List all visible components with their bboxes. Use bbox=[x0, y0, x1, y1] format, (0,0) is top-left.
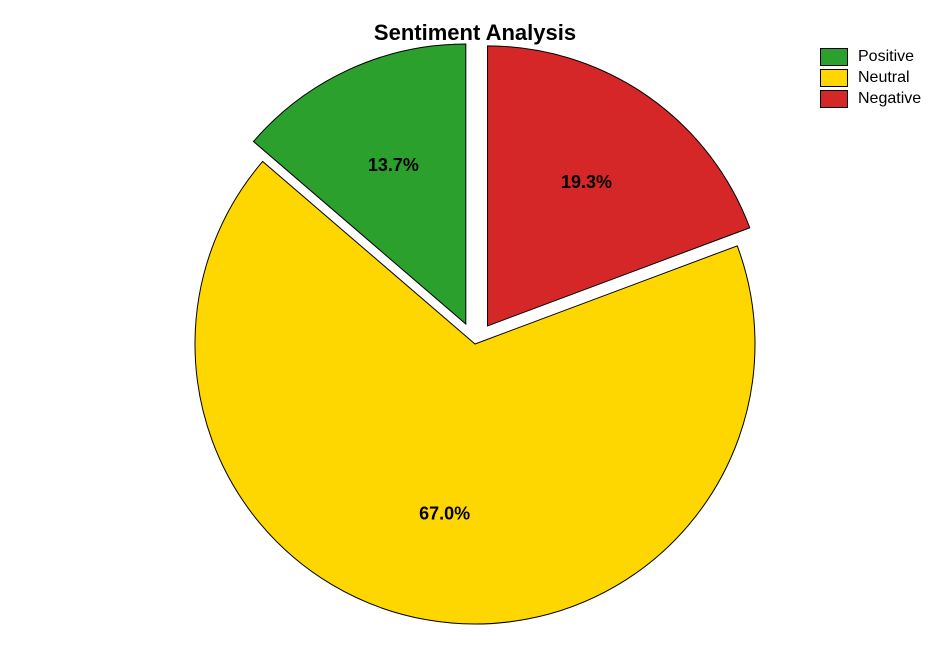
legend-label: Positive bbox=[858, 48, 914, 66]
slice-label-neutral: 67.0% bbox=[419, 504, 470, 524]
legend-swatch-positive bbox=[820, 48, 848, 66]
slice-label-negative: 19.3% bbox=[561, 172, 612, 192]
legend-label: Neutral bbox=[858, 69, 910, 87]
pie-chart-svg: 13.7% 67.0% 19.3% bbox=[0, 0, 950, 662]
legend-item-positive: Positive bbox=[820, 48, 921, 66]
slice-label-positive: 13.7% bbox=[368, 155, 419, 175]
legend-swatch-neutral bbox=[820, 69, 848, 87]
legend: Positive Neutral Negative bbox=[820, 48, 921, 108]
legend-item-negative: Negative bbox=[820, 90, 921, 108]
legend-swatch-negative bbox=[820, 90, 848, 108]
pie-chart-container: Sentiment Analysis 13.7%67.0%19.3% Posit… bbox=[0, 0, 950, 662]
legend-label: Negative bbox=[858, 90, 921, 108]
legend-item-neutral: Neutral bbox=[820, 69, 921, 87]
